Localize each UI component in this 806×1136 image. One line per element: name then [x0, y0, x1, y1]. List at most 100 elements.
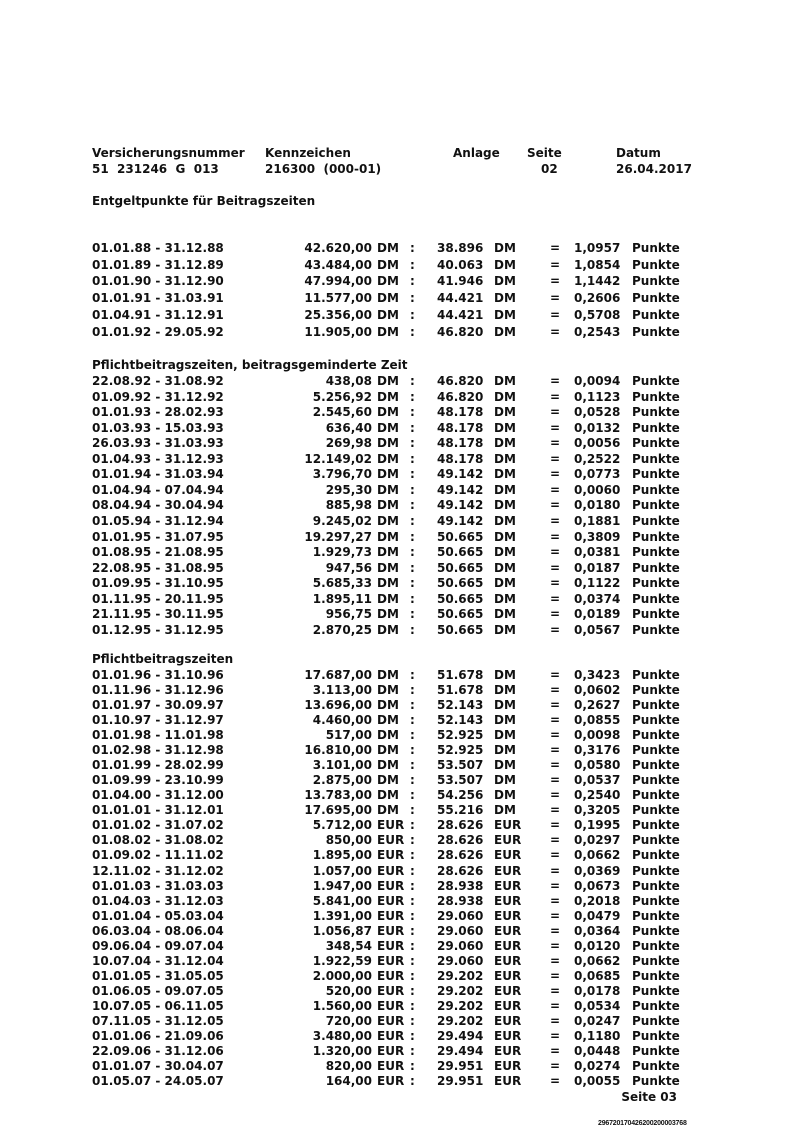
- cell-colon: :: [410, 773, 415, 788]
- cell-period: 01.08.02 - 31.08.02: [92, 833, 224, 848]
- cell-refcur: EUR: [494, 1028, 522, 1043]
- cell-amount: 820,00: [325, 1059, 372, 1074]
- cell-colon: :: [410, 968, 415, 983]
- cell-cur: EUR: [377, 848, 405, 863]
- cell-ref: 44.421: [437, 291, 484, 306]
- cell-ref: 48.178: [437, 436, 484, 451]
- cell-amount: 16.810,00: [304, 743, 372, 758]
- cell-amount: 1.929,73: [312, 545, 372, 560]
- cell-colon: :: [410, 1044, 415, 1058]
- table-row: 12.11.02 - 31.12.02 1.057,00 EUR: 28.626 EUR…: [0, 864, 806, 878]
- cell-pts: 0,0094: [574, 374, 621, 388]
- table-row: 01.04.94 - 07.04.94 295,30 DM: 49.142 DM = 0,0…: [0, 483, 806, 497]
- cell-refcur: DM: [494, 803, 516, 818]
- cell-pts: 0,0369: [574, 863, 621, 878]
- cell-amount: 295,30: [325, 482, 372, 497]
- cell-period: 01.11.95 - 20.11.95: [92, 591, 224, 606]
- cell-period: 01.01.02 - 31.07.02: [92, 818, 224, 833]
- cell-ref: 29.060: [437, 938, 484, 953]
- table-row: 01.01.93 - 28.02.93 2.545,60 DM: 48.178 DM = 0…: [0, 405, 806, 419]
- table-row: 01.01.02 - 31.07.02 5.712,00 EUR: 28.626 EUR…: [0, 818, 806, 832]
- cell-colon: :: [410, 374, 415, 388]
- cell-pts: 0,0297: [574, 833, 621, 848]
- cell-amount: 1.391,00: [312, 908, 372, 923]
- cell-pts: 0,1122: [574, 576, 621, 591]
- table-row: 09.06.04 - 09.07.04 348,54 EUR: 29.060 EUR = 0…: [0, 939, 806, 953]
- cell-refcur: DM: [494, 683, 516, 698]
- cell-period: 01.11.96 - 31.12.96: [92, 683, 224, 698]
- cell-eq: =: [550, 818, 561, 833]
- cell-ref: 29.951: [437, 1059, 484, 1074]
- cell-colon: :: [410, 788, 415, 803]
- cell-unit: Punkte: [632, 818, 680, 833]
- cell-ref: 29.494: [437, 1044, 484, 1058]
- cell-cur: DM: [377, 668, 399, 682]
- cell-period: 01.01.01 - 31.12.01: [92, 803, 224, 818]
- cell-period: 26.03.93 - 31.03.93: [92, 436, 224, 451]
- cell-unit: Punkte: [632, 241, 680, 255]
- cell-unit: Punkte: [632, 983, 680, 998]
- cell-ref: 49.142: [437, 513, 484, 528]
- cell-ref: 41.946: [437, 274, 484, 289]
- table-row: 01.01.88 - 31.12.88 42.620,00 DM: 38.896 DM =…: [0, 241, 806, 255]
- cell-eq: =: [550, 683, 561, 698]
- cell-period: 01.01.99 - 28.02.99: [92, 758, 224, 773]
- cell-ref: 29.494: [437, 1028, 484, 1043]
- cell-pts: 0,1881: [574, 513, 621, 528]
- cell-colon: :: [410, 324, 415, 339]
- cell-pts: 1,0854: [574, 257, 621, 272]
- cell-period: 12.11.02 - 31.12.02: [92, 863, 224, 878]
- cell-cur: DM: [377, 451, 399, 466]
- date-label: Datum: [616, 146, 661, 160]
- cell-colon: :: [410, 803, 415, 818]
- cell-unit: Punkte: [632, 998, 680, 1013]
- document-title: Entgeltpunkte für Beitragszeiten: [92, 194, 316, 208]
- cell-period: 22.08.92 - 31.08.92: [92, 374, 224, 388]
- cell-colon: :: [410, 436, 415, 451]
- cell-colon: :: [410, 241, 415, 255]
- cell-unit: Punkte: [632, 374, 680, 388]
- cell-pts: 0,0178: [574, 983, 621, 998]
- table-row: 22.08.92 - 31.08.92 438,08 DM: 46.820 DM = 0,0…: [0, 374, 806, 388]
- cell-unit: Punkte: [632, 683, 680, 698]
- cell-colon: :: [410, 274, 415, 289]
- cell-refcur: DM: [494, 405, 516, 420]
- cell-cur: DM: [377, 389, 399, 404]
- cell-unit: Punkte: [632, 758, 680, 773]
- cell-cur: DM: [377, 513, 399, 528]
- cell-refcur: DM: [494, 257, 516, 272]
- cell-refcur: DM: [494, 713, 516, 728]
- cell-refcur: EUR: [494, 998, 522, 1013]
- table-row: 01.02.98 - 31.12.98 16.810,00 DM: 52.925 DM =…: [0, 743, 806, 757]
- cell-period: 01.03.93 - 15.03.93: [92, 420, 224, 435]
- cell-cur: EUR: [377, 938, 405, 953]
- cell-period: 01.01.89 - 31.12.89: [92, 257, 224, 272]
- cell-pts: 0,0060: [574, 482, 621, 497]
- cell-unit: Punkte: [632, 788, 680, 803]
- cell-eq: =: [550, 451, 561, 466]
- table-row: 01.06.05 - 09.07.05 520,00 EUR: 29.202 EUR = 0…: [0, 984, 806, 998]
- cell-amount: 19.297,27: [304, 529, 372, 544]
- cell-amount: 17.695,00: [304, 803, 372, 818]
- cell-pts: 0,0374: [574, 591, 621, 606]
- cell-cur: EUR: [377, 983, 405, 998]
- cell-colon: :: [410, 291, 415, 306]
- cell-amount: 3.101,00: [312, 758, 372, 773]
- cell-period: 01.01.03 - 31.03.03: [92, 878, 224, 893]
- cell-unit: Punkte: [632, 923, 680, 938]
- cell-ref: 52.143: [437, 713, 484, 728]
- cell-pts: 0,0662: [574, 848, 621, 863]
- cell-eq: =: [550, 467, 561, 482]
- table-row: 01.04.93 - 31.12.93 12.149,02 DM: 48.178 DM =…: [0, 452, 806, 466]
- cell-refcur: DM: [494, 324, 516, 339]
- cell-colon: :: [410, 591, 415, 606]
- cell-amount: 3.113,00: [312, 683, 372, 698]
- cell-cur: EUR: [377, 1044, 405, 1058]
- cell-eq: =: [550, 743, 561, 758]
- cell-unit: Punkte: [632, 389, 680, 404]
- cell-pts: 0,0662: [574, 953, 621, 968]
- code-label: Kennzeichen: [265, 146, 351, 160]
- cell-refcur: DM: [494, 374, 516, 388]
- cell-unit: Punkte: [632, 848, 680, 863]
- cell-unit: Punkte: [632, 1059, 680, 1074]
